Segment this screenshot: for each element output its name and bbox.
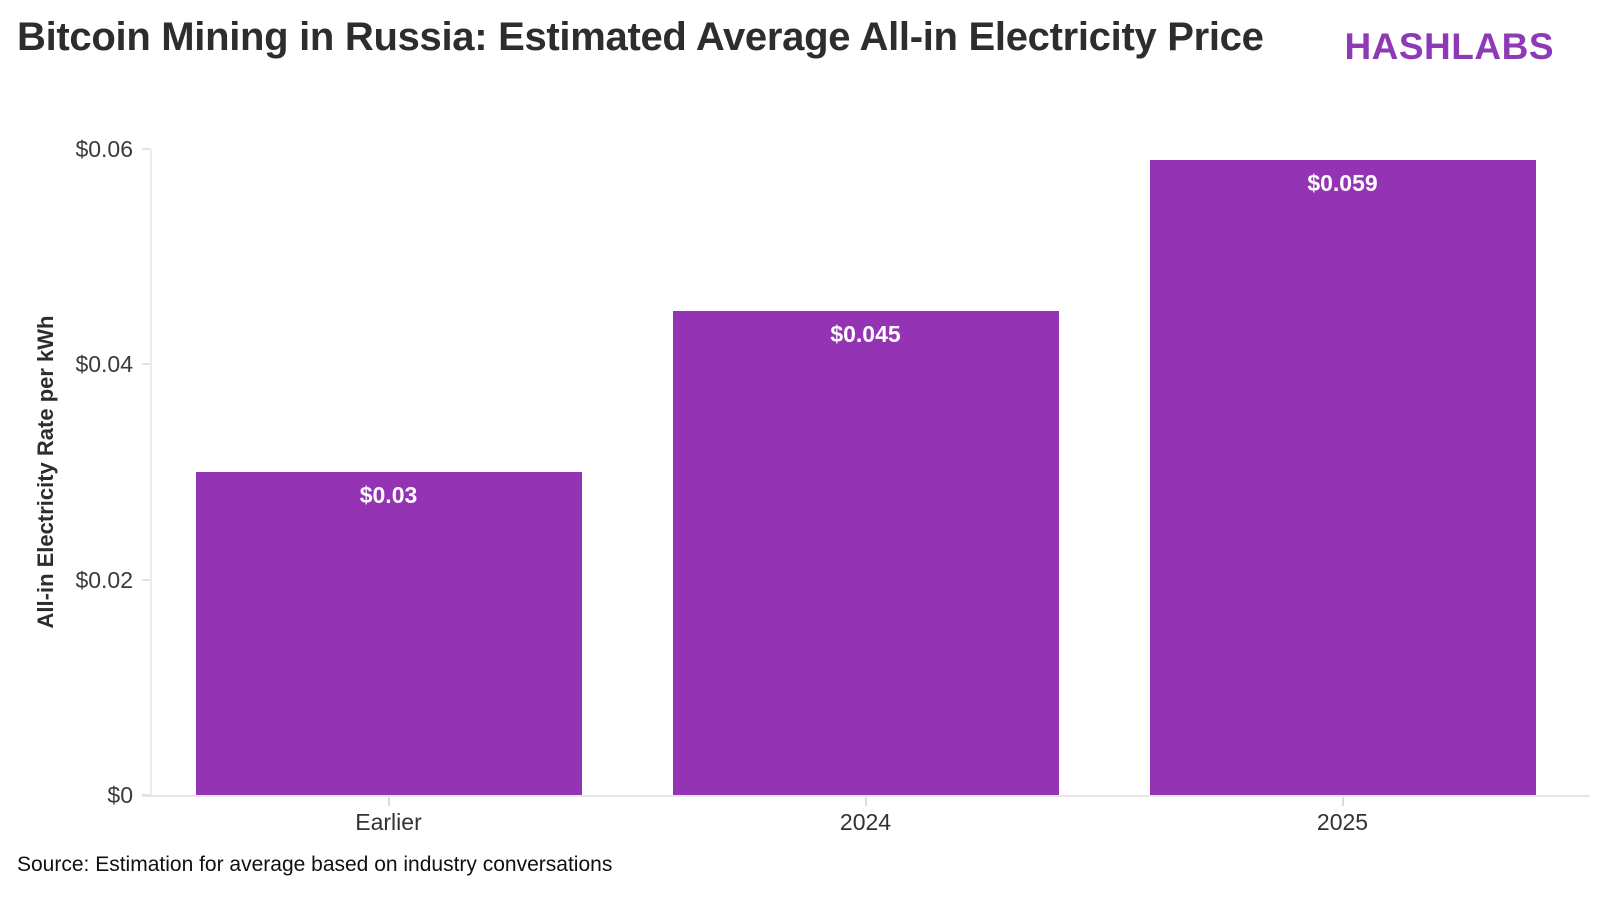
page-title: Bitcoin Mining in Russia: Estimated Aver… [17,15,1264,59]
y-axis-tick-label: $0 [107,782,133,808]
y-axis-tick-label: $0.04 [75,351,133,378]
y-axis-tick-label: $0.06 [75,136,133,162]
y-axis-tick-mark [142,578,150,581]
bar: $0.045 [672,310,1059,795]
x-axis-tick-label: 2025 [1316,809,1369,835]
brand-logo: HASHLABS [1344,26,1554,67]
y-axis-tick-mark [142,363,150,366]
bar: $0.059 [1149,159,1536,795]
y-axis-tick-label: $0.02 [75,566,133,593]
source-note: Source: Estimation for average based on … [17,853,613,876]
x-axis-tick-mark [864,797,867,806]
y-axis-tick-mark [142,148,150,150]
plot-area: $0 $0.02 $0.04 $0.06 $0.03 Earlier $0.045 2024 $… [75,137,1590,835]
x-axis-tick-mark [1341,797,1344,806]
bar-value-label: $0.045 [830,320,901,347]
bar: $0.03 [195,472,582,795]
x-axis-tick-mark [387,797,390,806]
x-axis-line [142,795,1590,797]
x-axis-tick-label: Earlier [355,809,422,835]
bar-value-label: $0.059 [1307,169,1378,196]
bar-value-label: $0.03 [359,482,418,508]
x-axis-tick-label: 2024 [839,809,892,835]
y-axis-tick-mark [142,794,150,796]
y-axis-line [150,149,152,795]
